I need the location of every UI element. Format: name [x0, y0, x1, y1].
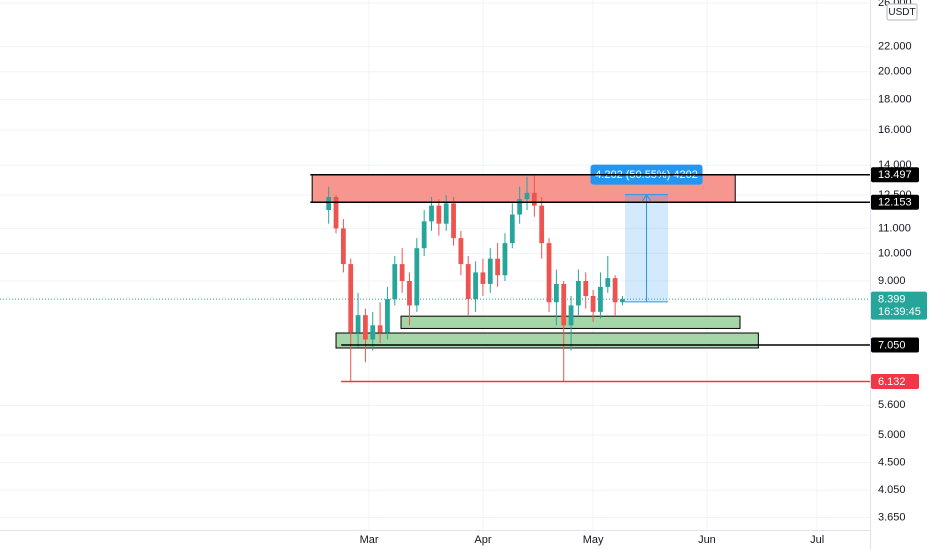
- last-price-label: 8.399: [878, 294, 906, 306]
- zone: [335, 332, 759, 349]
- level-label: 12.153: [878, 197, 912, 209]
- last-price-badge: [871, 291, 927, 320]
- candle-body: [392, 264, 398, 300]
- level-badge: [871, 194, 919, 210]
- candle-body: [348, 264, 354, 333]
- candle-body: [620, 299, 625, 303]
- x-tick-label: May: [583, 534, 604, 546]
- level-badge: [871, 374, 919, 390]
- candle-body: [451, 203, 456, 239]
- y-tick-label: 11.000: [878, 222, 911, 234]
- candle-body: [436, 205, 442, 224]
- candle-body: [399, 264, 405, 282]
- candle-body: [421, 221, 427, 249]
- candle-body: [502, 243, 508, 276]
- candle-body: [414, 248, 420, 306]
- level-label: 7.050: [878, 339, 906, 351]
- plot: 4.202 (50.55%) 4202: [0, 164, 870, 383]
- y-tick-label: 9.000: [878, 275, 906, 287]
- candle-body: [429, 205, 434, 222]
- y-tick-label: 4.050: [878, 484, 906, 496]
- grid: [0, 0, 870, 530]
- candle-body: [576, 281, 581, 306]
- candle-body: [480, 272, 486, 284]
- candle-body: [487, 258, 493, 284]
- level-label: 13.497: [878, 169, 912, 181]
- candle-body: [333, 197, 339, 229]
- y-tick-label: 20.000: [878, 66, 912, 78]
- level-label: 6.132: [878, 376, 906, 388]
- candle-body: [363, 315, 368, 340]
- x-tick-label: Apr: [474, 534, 491, 546]
- candle-body: [370, 325, 376, 340]
- candle-body: [568, 305, 574, 326]
- candle-body: [612, 278, 618, 303]
- candle-body: [407, 281, 412, 306]
- candle-body: [355, 315, 361, 333]
- currency-box[interactable]: [886, 3, 918, 21]
- candle-body: [531, 192, 537, 206]
- candle-body: [539, 205, 545, 244]
- candle-body: [473, 272, 478, 300]
- candle-body: [598, 286, 603, 312]
- candle-body: [605, 278, 611, 287]
- candle-body: [509, 214, 515, 244]
- y-tick-label: 3.650: [878, 511, 906, 523]
- candle-body: [377, 325, 383, 333]
- y-tick-label: 22.000: [878, 41, 912, 53]
- candle-body: [340, 228, 346, 265]
- candle-body: [326, 197, 332, 211]
- candle-body: [385, 299, 390, 333]
- x-tick-label: Mar: [360, 534, 379, 546]
- y-tick-label: 10.000: [878, 247, 912, 259]
- candle-body: [583, 281, 589, 296]
- candle-body: [524, 192, 530, 200]
- x-tick-label: Jul: [810, 534, 824, 546]
- y-tick-label: 4.500: [878, 457, 906, 469]
- level-badge: [871, 337, 919, 353]
- y-tick-label: 5.600: [878, 399, 906, 411]
- level-badge: [871, 167, 919, 183]
- candle-body: [443, 203, 449, 224]
- y-tick-label: 18.000: [878, 93, 912, 105]
- currency: USDT: [888, 7, 915, 18]
- x-tick-label: Jun: [698, 534, 716, 546]
- y-tick-label: 16.000: [878, 124, 912, 136]
- candle-body: [561, 283, 567, 326]
- countdown: 16:39:45: [878, 306, 921, 318]
- candle-body: [553, 283, 559, 303]
- candle-body: [458, 238, 464, 265]
- y-tick-label: 5.000: [878, 429, 906, 441]
- candle-body: [590, 295, 596, 312]
- candle-body: [517, 199, 523, 215]
- axes: 26.00022.00020.00018.00016.00014.00012.5…: [360, 0, 927, 546]
- candle-body: [465, 264, 471, 300]
- candle-body: [546, 243, 552, 303]
- candle-body: [495, 258, 501, 276]
